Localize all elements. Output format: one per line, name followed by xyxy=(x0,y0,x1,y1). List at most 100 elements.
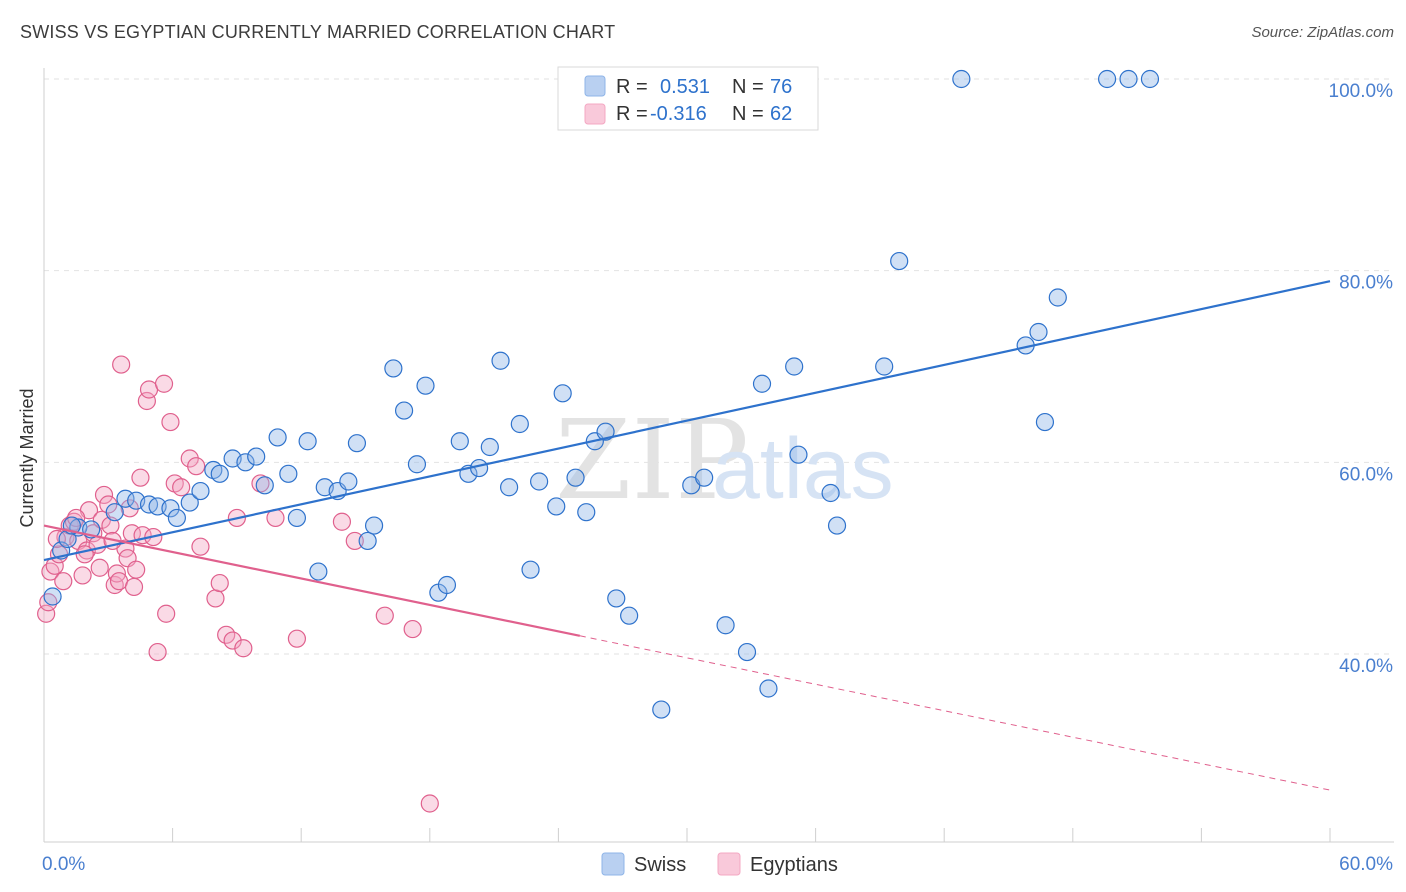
egyptians-point xyxy=(375,606,394,625)
swiss-points xyxy=(43,69,1160,719)
chart-title: SWISS VS EGYPTIAN CURRENTLY MARRIED CORR… xyxy=(20,22,616,42)
y-tick-label: 40.0% xyxy=(1339,656,1393,677)
swiss-point xyxy=(358,531,377,551)
legend-r-value-egyptians: -0.316 xyxy=(650,103,707,125)
swiss-point xyxy=(287,508,307,528)
y-tick-label: 60.0% xyxy=(1339,464,1393,485)
swiss-point xyxy=(437,575,457,595)
swiss-point xyxy=(161,499,180,518)
source-credit: Source: ZipAtlas.com xyxy=(1251,24,1394,41)
y-tick-label: 100.0% xyxy=(1329,81,1394,102)
swiss-point xyxy=(752,374,772,393)
egyptians-point xyxy=(94,485,114,505)
swiss-point xyxy=(210,464,229,483)
swiss-point xyxy=(789,445,808,464)
series-legend-label-swiss: Swiss xyxy=(634,854,686,876)
legend-n-value-swiss: 76 xyxy=(770,76,792,98)
swiss-point xyxy=(821,483,840,503)
swiss-point xyxy=(521,560,540,579)
series-legend-swatch-swiss xyxy=(601,852,625,876)
gridlines xyxy=(44,78,1394,655)
egyptians-point xyxy=(161,412,180,432)
egyptians-point xyxy=(73,566,92,585)
swiss-point xyxy=(716,616,735,635)
watermark-zip: ZIP xyxy=(555,396,749,524)
egyptians-point xyxy=(234,639,253,658)
egyptians-trend-line xyxy=(43,524,581,637)
swiss-point xyxy=(827,516,847,535)
swiss-point xyxy=(1035,412,1055,432)
swiss-point xyxy=(255,476,274,495)
swiss-point xyxy=(416,376,435,395)
y-tick-label: 80.0% xyxy=(1339,273,1393,294)
swiss-point xyxy=(952,69,971,89)
egyptians-point xyxy=(187,457,206,476)
series-legend: Swiss Egyptians xyxy=(601,852,838,876)
egyptians-point xyxy=(131,468,150,487)
legend-r-label-egyptians: R = xyxy=(616,103,648,125)
egyptians-trend-line-extension xyxy=(579,635,1331,791)
y-axis-label: Currently Married xyxy=(17,388,37,527)
series-legend-swatch-egyptians xyxy=(717,852,741,876)
swiss-point xyxy=(309,562,328,581)
egyptians-point xyxy=(191,537,210,556)
swiss-point xyxy=(547,497,566,516)
watermark: ZIP atlas xyxy=(555,396,894,524)
egyptians-point xyxy=(127,560,146,579)
legend-r-value-swiss: 0.531 xyxy=(660,76,710,98)
egyptians-point xyxy=(124,577,144,597)
egyptians-point xyxy=(47,529,66,549)
swiss-point xyxy=(652,700,671,719)
swiss-point xyxy=(785,357,804,376)
legend-n-value-egyptians: 62 xyxy=(770,103,792,125)
y-tick-labels: 40.0% 60.0% 80.0% 100.0% xyxy=(1329,81,1394,677)
egyptians-point xyxy=(420,794,439,813)
swiss-point xyxy=(759,679,778,698)
swiss-point xyxy=(191,481,210,501)
egyptians-point xyxy=(154,374,174,393)
swiss-point xyxy=(105,503,124,522)
series-legend-label-egyptians: Egyptians xyxy=(750,854,838,876)
swiss-point xyxy=(279,464,298,483)
egyptians-point xyxy=(37,604,56,623)
egyptians-point xyxy=(157,604,176,623)
swiss-point xyxy=(530,472,549,491)
swiss-point xyxy=(607,589,626,608)
swiss-point xyxy=(384,359,403,378)
swiss-point xyxy=(480,437,499,457)
x-tick-label: 60.0% xyxy=(1339,854,1393,875)
egyptians-point xyxy=(54,572,73,591)
egyptians-point xyxy=(345,531,364,551)
swiss-point xyxy=(339,472,358,491)
swiss-point xyxy=(566,468,585,487)
swiss-point xyxy=(180,493,199,512)
legend-n-label-swiss: N = xyxy=(732,76,764,98)
swiss-point xyxy=(347,434,367,453)
axes xyxy=(43,68,1394,843)
swiss-point xyxy=(394,401,414,420)
legend-n-label-egyptians: N = xyxy=(732,103,764,125)
swiss-point xyxy=(1048,288,1067,307)
swiss-point xyxy=(500,478,519,497)
swiss-point xyxy=(875,357,894,376)
egyptians-point xyxy=(403,619,422,639)
x-tick-label: 0.0% xyxy=(42,854,85,875)
swiss-point xyxy=(1029,322,1048,342)
egyptians-point xyxy=(210,573,229,593)
trend-lines xyxy=(43,280,1331,791)
swiss-point xyxy=(1119,69,1138,89)
egyptians-point xyxy=(75,545,94,564)
swiss-point xyxy=(890,251,909,271)
egyptians-point xyxy=(90,558,109,577)
swiss-point xyxy=(450,432,469,451)
egyptians-point xyxy=(332,512,352,531)
legend-r-label-swiss: R = xyxy=(616,76,648,98)
egyptians-point xyxy=(172,478,191,497)
egyptians-point xyxy=(101,516,120,535)
watermark-atlas: atlas xyxy=(712,421,894,517)
stats-legend: R = 0.531 N = 76 R = -0.316 N = 62 xyxy=(557,66,819,131)
swiss-point xyxy=(1140,69,1160,89)
x-tick-labels: 0.0% 60.0% xyxy=(42,854,1393,875)
swiss-point xyxy=(268,428,287,447)
swiss-point xyxy=(695,468,714,487)
